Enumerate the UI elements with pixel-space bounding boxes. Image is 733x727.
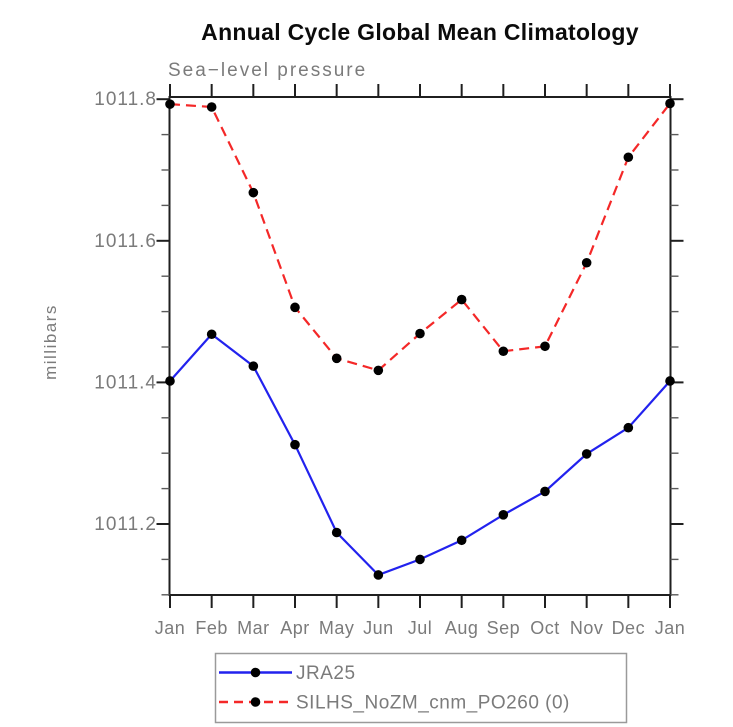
data-point-marker bbox=[498, 509, 509, 520]
x-tick-label: Oct bbox=[530, 618, 560, 638]
x-tick-label: May bbox=[319, 618, 355, 638]
data-point-marker bbox=[373, 570, 384, 580]
data-point-marker bbox=[540, 486, 550, 497]
series-line bbox=[169, 332, 671, 577]
legend-marker bbox=[250, 667, 261, 678]
data-point-marker bbox=[165, 99, 175, 109]
chart-title: Annual Cycle Global Mean Climatology bbox=[201, 19, 639, 45]
data-point-marker bbox=[540, 341, 550, 352]
x-tick-label: Aug bbox=[445, 618, 479, 638]
x-tick-label: Dec bbox=[612, 618, 646, 638]
legend-marker bbox=[250, 697, 261, 707]
data-point-marker bbox=[623, 152, 634, 163]
data-point-marker bbox=[206, 102, 217, 112]
x-tick-label: Jan bbox=[655, 618, 686, 638]
series-lines bbox=[165, 98, 675, 580]
x-tick-label: Feb bbox=[195, 618, 228, 638]
data-point-marker bbox=[581, 449, 592, 459]
y-tick-label: 1011.8 bbox=[94, 89, 157, 110]
data-point-marker bbox=[456, 535, 467, 546]
data-point-marker bbox=[331, 527, 342, 538]
data-point-marker bbox=[498, 346, 509, 357]
y-tick-label: 1011.4 bbox=[94, 372, 157, 393]
x-tick-label: Apr bbox=[280, 618, 310, 638]
data-point-marker bbox=[456, 294, 467, 305]
legend-label: SILHS_NoZM_cnm_PO260 (0) bbox=[296, 693, 570, 714]
axes: 1011.2 1011.4 1011.6 1011.8 Jan Feb Mar Apr May J… bbox=[94, 84, 685, 638]
x-tick-label: Jan bbox=[155, 618, 186, 638]
x-tick-label: Jul bbox=[408, 618, 433, 638]
data-point-marker bbox=[290, 439, 300, 450]
data-point-marker bbox=[248, 187, 259, 198]
x-tick-label: Mar bbox=[237, 618, 270, 638]
data-point-marker bbox=[415, 554, 425, 565]
plot-frame bbox=[168, 96, 672, 596]
data-point-marker bbox=[331, 353, 342, 364]
data-point-marker bbox=[623, 422, 634, 433]
x-tick-label: Sep bbox=[487, 618, 521, 638]
y-tick-label: 1011.6 bbox=[94, 231, 157, 252]
data-point-marker bbox=[581, 257, 592, 268]
legend: JRA25 SILHS_NoZM_cnm_PO260 (0) bbox=[214, 652, 628, 724]
data-point-marker bbox=[373, 365, 384, 376]
chart-subtitle: Sea−level pressure bbox=[168, 60, 367, 81]
data-point-marker bbox=[665, 98, 675, 109]
legend-box bbox=[214, 652, 628, 724]
y-tick-label: 1011.2 bbox=[94, 514, 157, 535]
data-point-marker bbox=[665, 376, 675, 386]
data-point-marker bbox=[290, 302, 300, 313]
data-point-marker bbox=[415, 328, 425, 339]
x-tick-label: Jun bbox=[363, 618, 394, 638]
legend-label: JRA25 bbox=[296, 663, 356, 684]
data-point-marker bbox=[248, 361, 259, 371]
x-tick-label: Nov bbox=[570, 618, 604, 638]
y-axis-label: millibars bbox=[41, 304, 60, 380]
data-point-marker bbox=[165, 376, 175, 386]
data-point-marker bbox=[206, 329, 217, 340]
